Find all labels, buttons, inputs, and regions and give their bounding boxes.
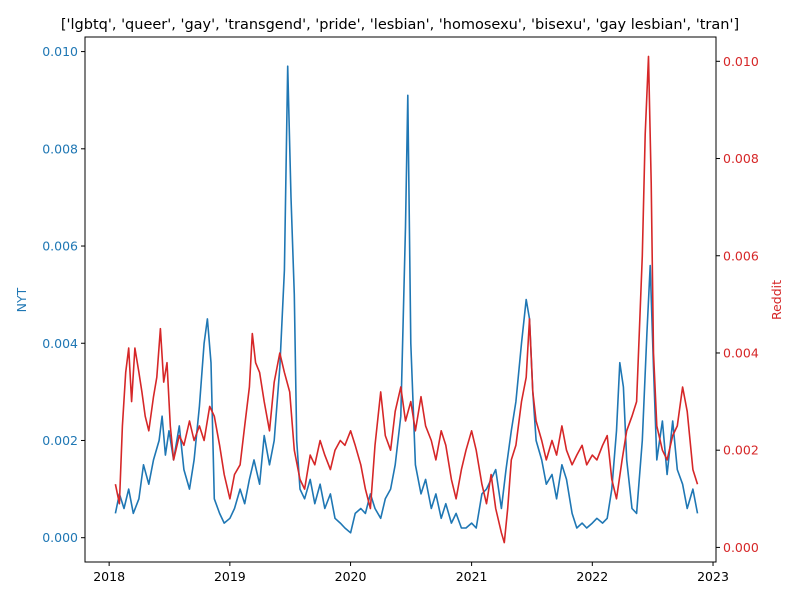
x-tick-label: 2018 bbox=[93, 569, 125, 584]
y-tick-label-left: 0.010 bbox=[42, 44, 78, 59]
chart-title: ['lgbtq', 'queer', 'gay', 'transgend', '… bbox=[61, 17, 739, 33]
y-tick-label-left: 0.006 bbox=[42, 239, 78, 254]
y-axis-right-title: Reddit bbox=[769, 280, 784, 320]
y-tick-label-right: 0.010 bbox=[723, 54, 759, 69]
x-tick-label: 2019 bbox=[214, 569, 246, 584]
x-tick-label: 2023 bbox=[697, 569, 729, 584]
x-tick-label: 2021 bbox=[456, 569, 488, 584]
series-layer bbox=[114, 55, 699, 544]
nyt-series-line bbox=[114, 65, 699, 534]
y-tick-label-left: 0.002 bbox=[42, 433, 78, 448]
reddit-series-line bbox=[114, 55, 699, 544]
x-tick-label: 2022 bbox=[576, 569, 608, 584]
y-axis-right: 0.000 0.002 0.004 0.006 0.008 0.010 bbox=[716, 54, 759, 555]
y-tick-label-left: 0.008 bbox=[42, 141, 78, 156]
y-axis-left-title: NYT bbox=[14, 287, 29, 312]
y-axis-left: 0.000 0.002 0.004 0.006 0.008 0.010 bbox=[42, 44, 85, 545]
y-tick-label-right: 0.002 bbox=[723, 443, 759, 458]
y-tick-label-right: 0.004 bbox=[723, 345, 759, 360]
y-tick-label-right: 0.008 bbox=[723, 151, 759, 166]
y-tick-label-right: 0.000 bbox=[723, 540, 759, 555]
plot-frame bbox=[84, 36, 717, 563]
x-axis: 2018 2019 2020 2021 2022 2023 bbox=[93, 562, 729, 584]
y-tick-label-left: 0.000 bbox=[42, 530, 78, 545]
x-tick-label: 2020 bbox=[335, 569, 367, 584]
y-tick-label-right: 0.006 bbox=[723, 248, 759, 263]
y-tick-label-left: 0.004 bbox=[42, 336, 78, 351]
